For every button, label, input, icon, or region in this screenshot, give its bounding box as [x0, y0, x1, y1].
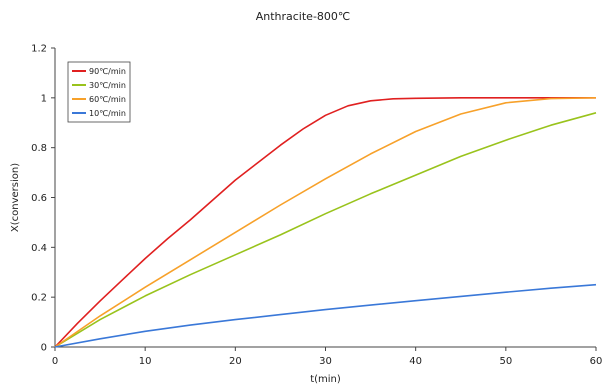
series-line-2: [54, 97, 597, 348]
y-tick-label: 0.8: [31, 143, 47, 154]
chart-title: Anthracite-800℃: [255, 10, 351, 23]
x-tick-label: 10: [139, 356, 152, 367]
y-tick-label: 0: [41, 343, 47, 354]
y-tick-label: 0.6: [31, 193, 47, 204]
x-tick-label: 30: [319, 356, 332, 367]
x-tick-label: 50: [499, 356, 512, 367]
x-tick-label: 20: [229, 356, 242, 367]
series-line-3: [54, 283, 597, 348]
ticks: 0 10 20 30 40 50 60 0 0.2 0.4 0.6 0.8 1 1.2: [31, 44, 602, 368]
legend-label: 90℃/min: [89, 67, 126, 76]
y-tick-label: 1: [41, 93, 47, 104]
series-line-0: [54, 97, 596, 348]
legend-label: 30℃/min: [89, 81, 126, 90]
x-tick-label: 60: [590, 356, 603, 367]
y-tick-label: 0.2: [31, 293, 47, 304]
y-axis-label: X(conversion): [10, 163, 21, 232]
x-tick-label: 40: [409, 356, 422, 367]
legend-label: 60℃/min: [89, 95, 126, 104]
y-tick-label: 1.2: [31, 44, 47, 55]
x-tick-label: 0: [52, 356, 58, 367]
legend: 90℃/min 30℃/min 60℃/min 10℃/min: [67, 61, 131, 123]
y-tick-label: 0.4: [31, 243, 47, 254]
x-axis-label: t(min): [310, 374, 341, 385]
legend-label: 10℃/min: [89, 109, 126, 118]
axes: [54, 48, 596, 348]
series-lines: [54, 97, 597, 348]
series-line-1: [54, 112, 597, 348]
